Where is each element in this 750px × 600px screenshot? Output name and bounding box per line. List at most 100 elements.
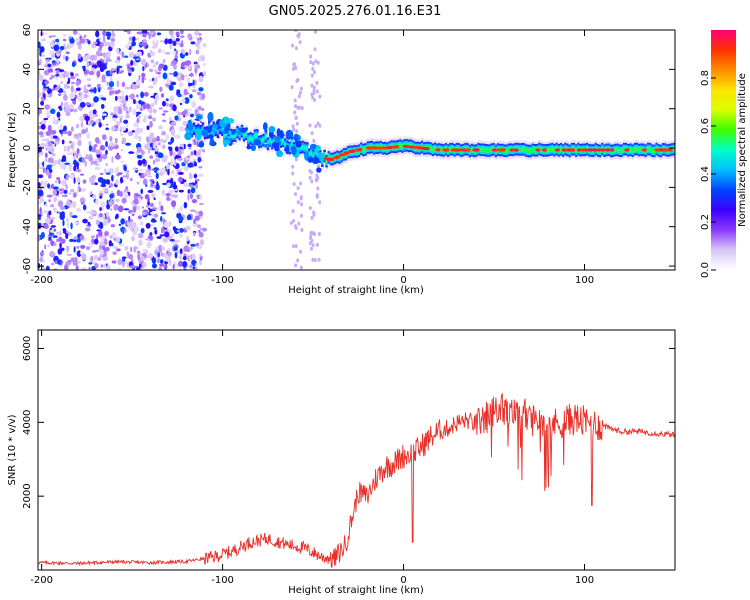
spectrogram-cell [313,258,317,263]
spectrogram-cell [191,101,197,108]
spectrogram-cell [316,242,320,247]
spectrogram-cell [187,82,194,87]
spectrogram-cell [65,201,72,207]
spectrogram-cell [168,84,174,91]
spectrogram-cell [301,144,305,150]
spectrogram-cell [105,211,110,217]
spectrogram-cell [93,96,99,103]
spectrogram-cell [58,188,64,192]
spectrogram-cell [178,125,185,132]
bottom-x-tick-label: 100 [575,575,594,586]
spectrogram-cell [297,105,301,110]
spectrogram-cell [465,148,472,152]
spectrogram-cell [78,153,82,158]
spectrogram-cell [41,138,48,142]
spectrogram-cell [94,158,100,162]
spectrogram-cell [197,39,202,42]
spectrogram-cell [60,101,64,107]
spectrogram-cell [187,189,191,194]
spectrogram-cell [167,190,174,194]
spectrogram-cell [183,92,190,95]
spectrogram-cell [120,148,124,152]
spectrogram-cell [186,255,192,258]
spectrogram-cell [198,231,204,238]
spectrogram-cell [295,140,302,148]
spectrogram-cell [76,153,79,159]
spectrogram-cell [54,86,60,91]
spectrogram-cell [312,138,316,143]
spectrogram-cell [178,260,184,267]
bottom-y-axis-label: SNR (10 * v/v) [7,414,18,485]
colorbar-tick-label: 0.0 [700,262,711,278]
spectrogram-cell [38,222,42,230]
spectrogram-panel: -200 -100 0 100 60 40 20 0 -20 -40 -60 Height of … [7,24,676,296]
spectrogram-cell [120,133,123,136]
spectrogram-cell [87,221,91,226]
spectrogram-cell [162,72,168,80]
spectrogram-cell [124,86,131,90]
spectrogram-cell [102,30,107,36]
spectrogram-cell [166,163,170,171]
spectrogram-cell [633,146,637,152]
spectrogram-cell [292,182,296,187]
spectrogram-cell [44,203,48,207]
spectrogram-cell [135,267,139,270]
spectrogram-cell [61,139,65,145]
spectrogram-cell [75,265,79,270]
top-x-ticks: -200 -100 0 100 [30,30,594,286]
spectrogram-cell [55,77,58,80]
spectrogram-cell [127,131,134,137]
spectrogram-cell [293,104,297,109]
spectrogram-cell [151,263,158,269]
spectrogram-cell [222,139,231,145]
spectrogram-cell [117,51,122,55]
spectrogram-cell [53,228,57,232]
spectrogram-cell [357,148,364,152]
spectrogram-cell [105,51,111,59]
spectrogram-cell [262,122,268,131]
spectrogram-cell [38,125,42,130]
spectrogram-cell [88,262,93,265]
spectrogram-cell [160,245,165,249]
spectrogram-cell [303,145,307,151]
spectrogram-cell [55,38,60,43]
spectrogram-cell [86,78,92,82]
spectrogram-cell [157,71,161,75]
spectrogram-cell [123,30,128,33]
spectrogram-cell [242,132,246,138]
spectrogram-cell [278,129,284,139]
spectrogram-cell [148,68,154,73]
spectrogram-cell [101,206,105,211]
spectrogram-cell [300,202,304,207]
spectrogram-cell [122,227,125,235]
spectrogram-cell [575,148,578,153]
spectrogram-cell [193,30,200,36]
spectrogram-cell [559,146,563,152]
spectrogram-cell [81,267,87,270]
spectrogram-cell [52,60,56,64]
spectrogram-cell [648,146,652,152]
spectrogram-cell [143,77,147,81]
spectrogram-cell [60,80,64,85]
top-y-tick-label: 60 [22,24,33,37]
spectrogram-cell [135,78,141,86]
spectrogram-cell [167,38,173,45]
spectrogram-cell [51,34,56,38]
spectrogram-cell [86,211,92,214]
spectrogram-cell [308,152,311,158]
spectrogram-cell [376,146,383,150]
spectrogram-cell [132,206,137,213]
spectrogram-cell [187,246,194,251]
spectrogram-cell [179,254,183,261]
spectrogram-cell [313,30,317,34]
spectrogram-cell [221,127,224,132]
spectrogram-cell [57,259,62,265]
spectrogram-cell [180,167,183,171]
spectrogram-cell [75,123,80,129]
spectrogram-cell [114,59,121,64]
spectrogram-cell [157,48,162,54]
spectrogram-cell [84,227,91,232]
spectrogram-cell [154,229,158,235]
spectrogram-cell [103,57,107,64]
spectrogram-cell [100,103,105,110]
